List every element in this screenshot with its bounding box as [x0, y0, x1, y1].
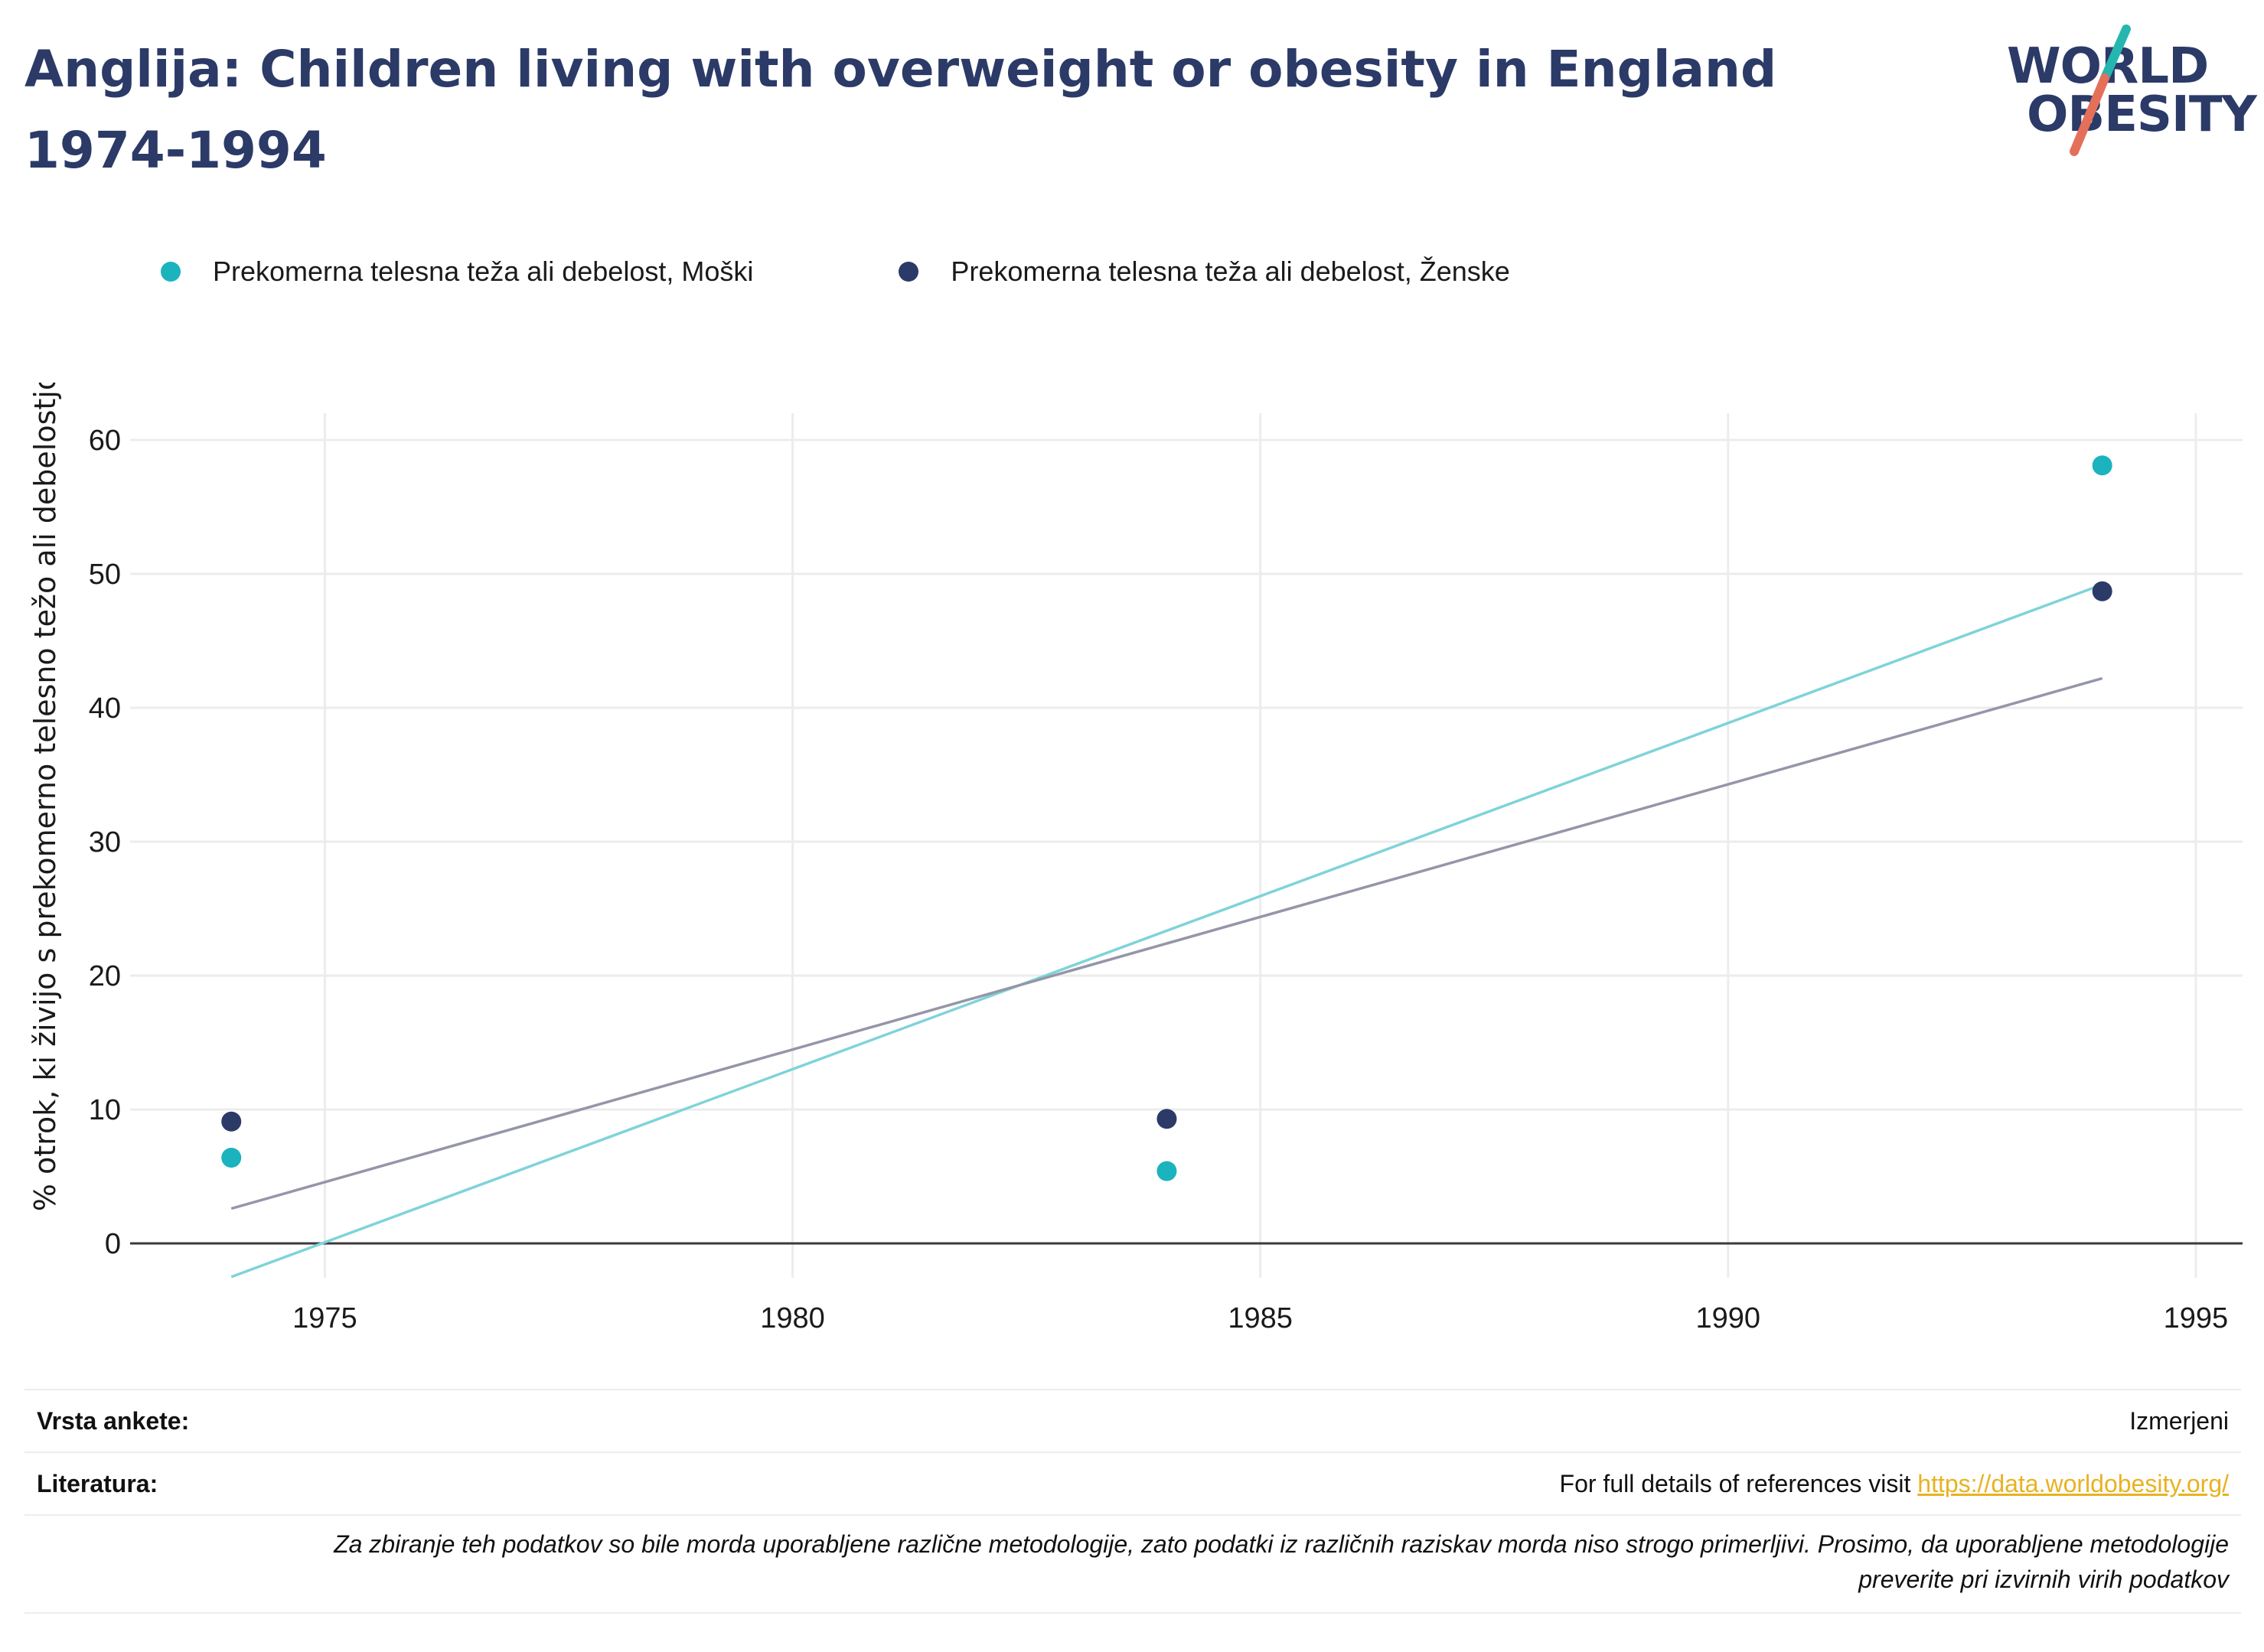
chart-title: Anglija: Children living with overweight… — [24, 40, 1777, 180]
y-tick-label: 20 — [89, 960, 121, 992]
y-axis-label: % otrok, ki živijo s prekomerno telesno … — [28, 383, 62, 1211]
y-tick-label: 0 — [105, 1228, 121, 1260]
y-tick-label: 10 — [89, 1094, 121, 1126]
literature-text: For full details of references visit — [1559, 1470, 1918, 1497]
data-point — [1156, 1109, 1177, 1129]
footer-survey-row: Vrsta ankete: Izmerjeni — [24, 1389, 2241, 1453]
x-tick-label: 1980 — [760, 1302, 825, 1334]
literature-value: For full details of references visit htt… — [1560, 1470, 2229, 1498]
data-point — [2092, 455, 2112, 476]
literature-label: Literatura: — [37, 1470, 158, 1497]
legend-label-male: Prekomerna telesna teža ali debelost, Mo… — [213, 256, 754, 287]
references-link[interactable]: https://data.worldobesity.org/ — [1917, 1470, 2229, 1497]
logo-slash-icon — [2070, 24, 2131, 156]
logo-text-obesity: OBESITY — [2027, 86, 2257, 143]
y-tick-label: 50 — [89, 559, 121, 591]
disclaimer-text: Za zbiranje teh podatkov so bile morda u… — [86, 1527, 2229, 1597]
legend: Prekomerna telesna teža ali debelost, Mo… — [161, 253, 1656, 291]
trend-line — [230, 583, 2103, 1279]
x-tick-label: 1975 — [292, 1302, 357, 1334]
x-tick-label: 1985 — [1228, 1302, 1293, 1334]
x-tick-label: 1995 — [2164, 1302, 2229, 1334]
data-point — [221, 1148, 242, 1168]
data-point — [1156, 1161, 1177, 1181]
trend-line — [230, 676, 2103, 1210]
disclaimer-line-1: Za zbiranje teh podatkov so bile morda u… — [334, 1530, 2229, 1558]
y-tick-label: 30 — [89, 826, 121, 859]
legend-label-female: Prekomerna telesna teža ali debelost, Že… — [951, 256, 1510, 287]
legend-item-male[interactable]: Prekomerna telesna teža ali debelost, Mo… — [161, 256, 753, 288]
world-obesity-logo: WORLD OBESITY — [1990, 23, 2257, 161]
survey-type-value: Izmerjeni — [2129, 1407, 2229, 1435]
legend-item-female[interactable]: Prekomerna telesna teža ali debelost, Že… — [899, 256, 1510, 288]
x-tick-label: 1990 — [1696, 1302, 1761, 1334]
survey-type-label: Vrsta ankete: — [37, 1407, 190, 1435]
y-tick-label: 40 — [89, 692, 121, 725]
disclaimer-line-2: preverite pri izvirnih virih podatkov — [1858, 1566, 2229, 1593]
legend-marker-male — [161, 262, 181, 282]
footer-literature-row: Literatura: For full details of referenc… — [24, 1452, 2241, 1516]
y-tick-label: 60 — [89, 425, 121, 457]
footer-disclaimer-row: Za zbiranje teh podatkov so bile morda u… — [24, 1514, 2241, 1614]
data-point — [221, 1111, 242, 1132]
data-point — [2092, 581, 2112, 601]
scatter-chart: 1975 1980 1985 1990 1995 0 10 20 30 40 50 60 % otrok… — [28, 383, 2243, 1334]
legend-marker-female — [899, 262, 919, 282]
